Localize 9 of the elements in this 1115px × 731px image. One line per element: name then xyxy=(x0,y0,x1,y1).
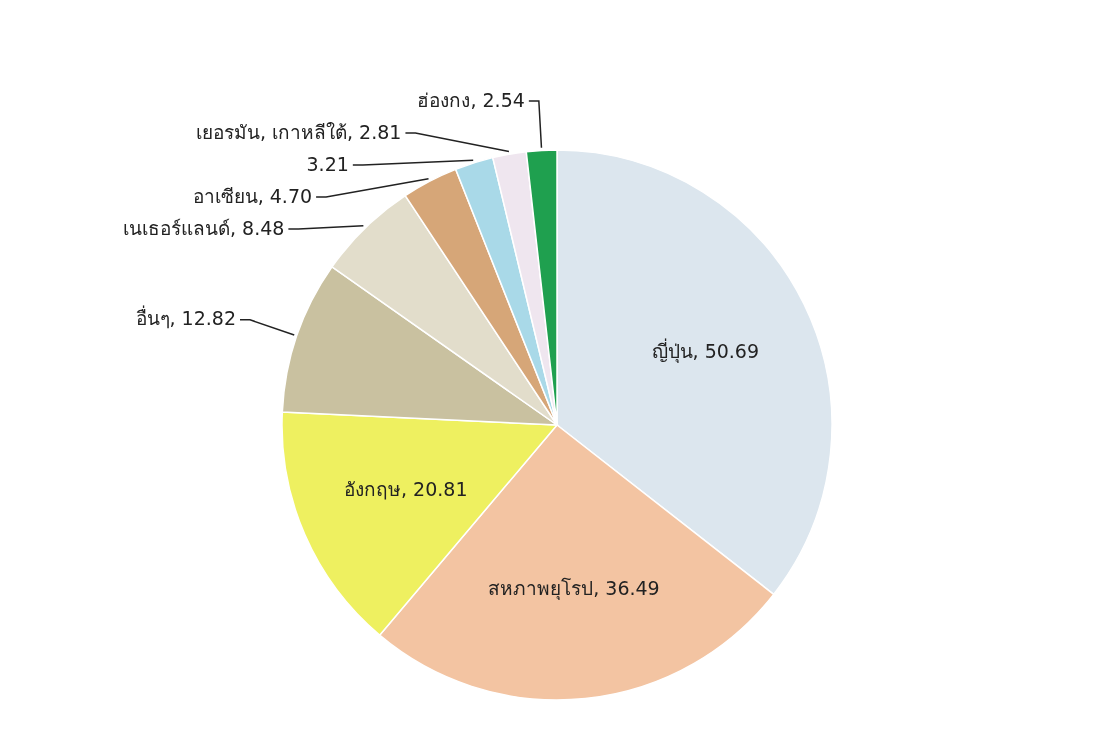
data-label: 3.21 xyxy=(306,152,349,175)
slice-label: ญี่ปุ่น, 50.69 xyxy=(651,338,760,365)
slice-label: เนเธอร์แลนด์, 8.48 xyxy=(122,216,285,239)
slice-label: สหภาพยุโรป, 36.49 xyxy=(488,576,660,601)
slice-label: เยอรมัน, เกาหลีใต้, 2.81 xyxy=(195,120,402,143)
slice-label: ฮ่องกง, 2.54 xyxy=(417,88,525,111)
slice-label: อาเซียน, 4.70 xyxy=(192,184,313,207)
slice-label: อื่นๆ, 12.82 xyxy=(135,305,237,330)
slice-label: อังกฤษ, 20.81 xyxy=(344,478,468,501)
